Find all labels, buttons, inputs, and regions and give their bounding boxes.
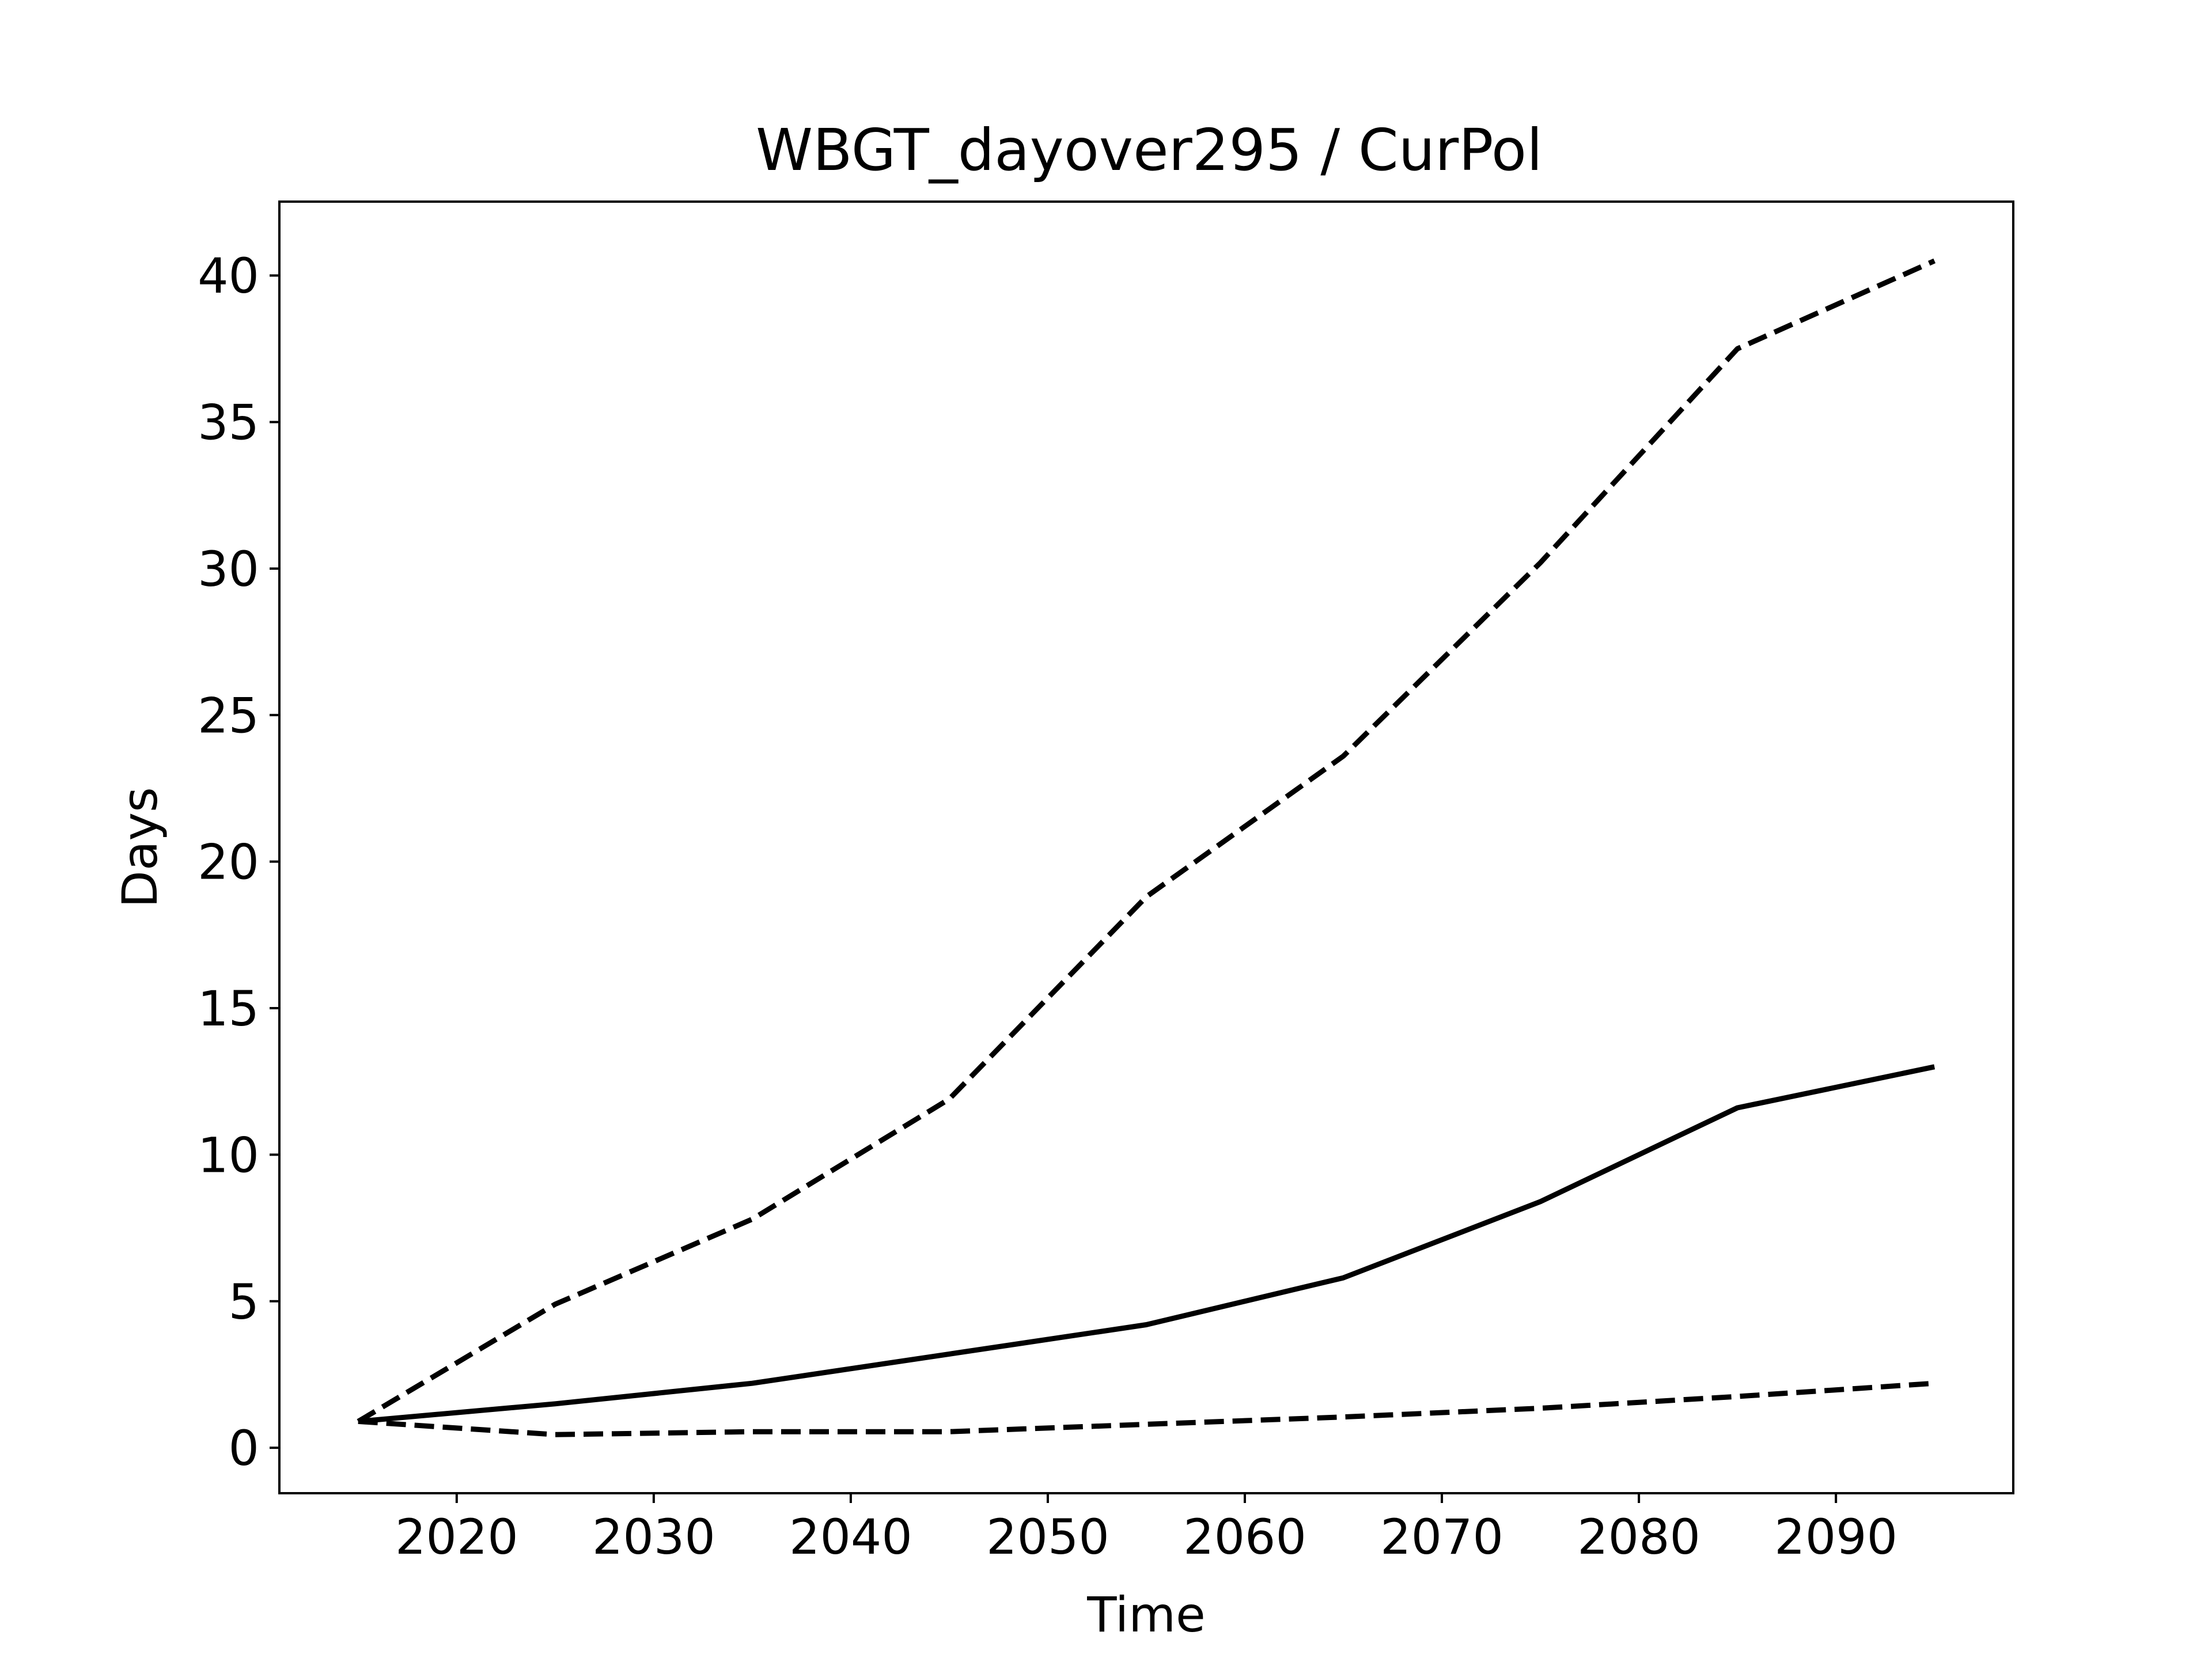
- x-tick-label: 2030: [592, 1509, 715, 1565]
- series-line-1: [358, 1064, 1936, 1424]
- y-tick-label: 20: [198, 834, 259, 891]
- y-tick-label: 10: [198, 1127, 259, 1183]
- y-tick-label: 40: [198, 248, 259, 304]
- x-tick-label: 2090: [1774, 1509, 1897, 1565]
- y-tick-label: 15: [198, 980, 259, 1037]
- x-tick-label: 2080: [1577, 1509, 1700, 1565]
- y-tick-label: 0: [229, 1420, 259, 1477]
- x-axis-label: Time: [1086, 1587, 1206, 1643]
- plot-area: [278, 200, 2014, 1494]
- y-tick-label: 5: [229, 1274, 259, 1330]
- y-tick-label: 25: [198, 687, 259, 744]
- axes-frame: [278, 200, 2014, 1494]
- y-axis-label: Days: [112, 787, 168, 908]
- series-line-2: [357, 258, 1936, 1424]
- series-layer: [357, 258, 1936, 1437]
- series-line-3: [358, 1380, 1935, 1437]
- chart-title: WBGT_dayover295 / CurPol: [756, 116, 1543, 184]
- x-tick-label: 2070: [1380, 1509, 1503, 1565]
- x-tick-label: 2050: [986, 1509, 1109, 1565]
- x-tick-label: 2020: [395, 1509, 518, 1565]
- y-axis: 0 5 10 15 20 25 30 35 40: [198, 248, 279, 1477]
- x-axis: 2020 2030 2040 2050 2060 2070 2080 2090: [395, 1493, 1897, 1565]
- y-tick-label: 30: [198, 541, 259, 597]
- x-tick-label: 2060: [1183, 1509, 1306, 1565]
- y-tick-label: 35: [198, 395, 259, 451]
- x-tick-label: 2040: [789, 1509, 912, 1565]
